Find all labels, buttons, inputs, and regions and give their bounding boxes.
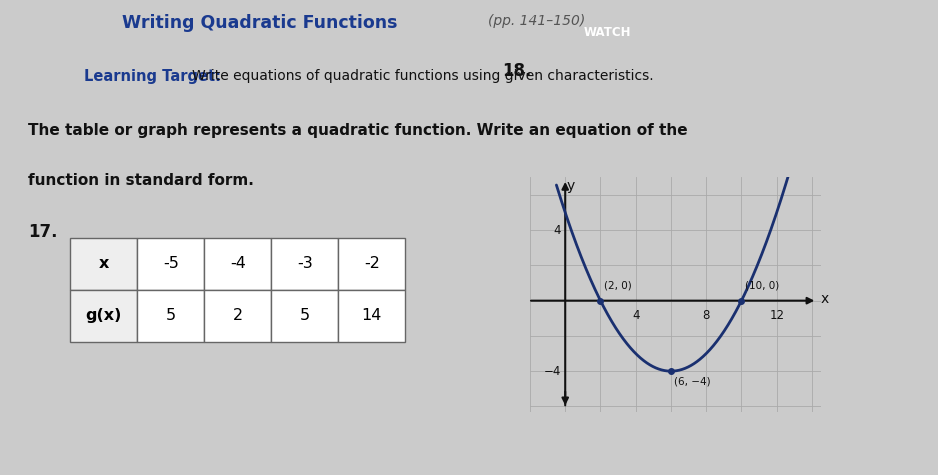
Text: function in standard form.: function in standard form. [28,173,254,189]
Text: 17.: 17. [28,223,57,241]
Text: Write equations of quadratic functions using given characteristics.: Write equations of quadratic functions u… [192,69,654,83]
Text: (6, −4): (6, −4) [674,377,711,387]
Text: 18.: 18. [502,62,531,80]
Text: x: x [821,292,829,306]
Text: (2, 0): (2, 0) [604,281,631,291]
Text: 4: 4 [553,224,561,237]
Text: 4: 4 [632,310,640,323]
Text: Writing Quadratic Functions: Writing Quadratic Functions [122,14,398,32]
Text: Learning Target:: Learning Target: [84,69,221,84]
Text: y: y [567,179,575,193]
Text: (10, 0): (10, 0) [745,281,779,291]
Text: The table or graph represents a quadratic function. Write an equation of the: The table or graph represents a quadrati… [28,124,688,139]
Text: 12: 12 [769,310,784,323]
Text: WATCH: WATCH [583,26,631,38]
Text: (pp. 141–150): (pp. 141–150) [488,14,585,28]
Text: −4: −4 [543,365,561,378]
Text: 8: 8 [703,310,710,323]
